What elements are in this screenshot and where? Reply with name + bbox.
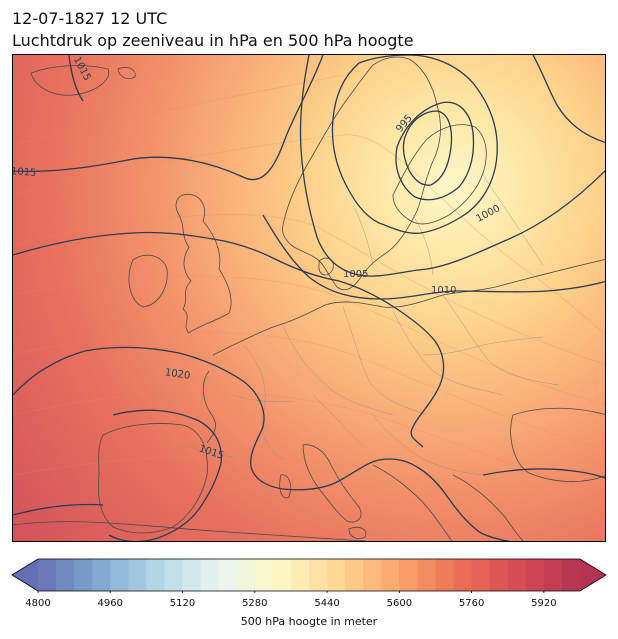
colorbar-cell bbox=[218, 559, 238, 591]
map-title: Luchtdruk op zeeniveau in hPa en 500 hPa… bbox=[12, 31, 414, 50]
colorbar-cell bbox=[74, 559, 93, 591]
isobar-1010 bbox=[262, 214, 605, 300]
colorbar-tick-label: 5920 bbox=[531, 598, 557, 609]
isobar-1015-nw bbox=[68, 55, 84, 102]
isobar-1015-ne bbox=[532, 55, 605, 144]
isobar-label-1020: 1020 bbox=[164, 367, 191, 381]
colorbar-cell bbox=[471, 559, 491, 591]
colorbar-cell bbox=[561, 559, 581, 591]
isobar-1020-west bbox=[13, 231, 445, 448]
coastlines bbox=[13, 56, 605, 541]
colorbar-cell bbox=[110, 559, 129, 591]
weather-map: 1015 1015 995 1000 1005 1010 1020 1015 bbox=[13, 55, 605, 541]
colorbar-tick-label: 5120 bbox=[169, 598, 196, 609]
colorbar-cell bbox=[345, 559, 364, 591]
colorbar-cell bbox=[381, 559, 400, 591]
colorbar-cell bbox=[453, 559, 472, 591]
isobar-1000 bbox=[331, 55, 498, 234]
colorbar-cell bbox=[399, 559, 418, 591]
map-datetime: 12-07-1827 12 UTC bbox=[12, 9, 168, 28]
colorbar-tick-label: 4800 bbox=[25, 598, 51, 609]
colorbar-tick-label: 4960 bbox=[97, 598, 123, 609]
colorbar-cell bbox=[435, 559, 454, 591]
colorbar-label: 500 hPa hoogte in meter bbox=[240, 615, 378, 628]
colorbar-cell bbox=[236, 559, 256, 591]
isobar-995 bbox=[395, 101, 475, 201]
colorbar-outline bbox=[11, 558, 607, 592]
isobar-990 bbox=[402, 110, 453, 186]
colorbar-cell bbox=[164, 559, 183, 591]
colorbar-cell bbox=[254, 559, 274, 591]
colorbar-extend-min bbox=[12, 559, 38, 591]
colorbar-tick-label: 5440 bbox=[314, 598, 340, 609]
map-panel: 1015 1015 995 1000 1005 1010 1020 1015 bbox=[12, 54, 606, 542]
isobar-1015-sw-lower bbox=[13, 503, 104, 516]
isobar-1015-central bbox=[13, 346, 511, 541]
colorbar-tick-label: 5600 bbox=[386, 598, 413, 609]
colorbar-cell bbox=[56, 559, 75, 591]
isobars bbox=[13, 55, 605, 541]
colorbar-cell bbox=[146, 559, 165, 591]
colorbar-tick-label: 5280 bbox=[242, 598, 268, 609]
colorbar-cell bbox=[182, 559, 201, 591]
isobar-label-1015-w: 1015 bbox=[13, 166, 37, 179]
colorbar-cell bbox=[525, 559, 545, 591]
colorbar-cell bbox=[489, 559, 509, 591]
colorbar bbox=[11, 558, 607, 593]
country-borders bbox=[182, 174, 560, 476]
isobar-1015-north bbox=[13, 55, 324, 181]
isobar-label-1010: 1010 bbox=[431, 285, 456, 296]
colorbar-cell bbox=[543, 559, 563, 591]
colorbar-cell bbox=[417, 559, 436, 591]
colorbar-tick-label: 5760 bbox=[458, 598, 485, 609]
colorbar-cell bbox=[128, 559, 147, 591]
colorbar-cell bbox=[363, 559, 382, 591]
colorbar-cell bbox=[507, 559, 527, 591]
colorbar-cell bbox=[272, 559, 292, 591]
colorbar-cells bbox=[38, 559, 581, 591]
colorbar-cell bbox=[290, 559, 310, 591]
isobar-1015-east bbox=[482, 468, 605, 479]
colorbar-cell bbox=[38, 559, 57, 591]
isobar-1015-south bbox=[108, 409, 223, 541]
colorbar-cell bbox=[327, 559, 346, 591]
colorbar-extend-max bbox=[580, 559, 606, 591]
isobar-1005 bbox=[299, 55, 605, 277]
colorbar-cell bbox=[92, 559, 111, 591]
height-field bbox=[13, 55, 605, 541]
isobar-label-1005: 1005 bbox=[343, 269, 368, 280]
colorbar-cell bbox=[200, 559, 220, 591]
colorbar-cell bbox=[309, 559, 328, 591]
